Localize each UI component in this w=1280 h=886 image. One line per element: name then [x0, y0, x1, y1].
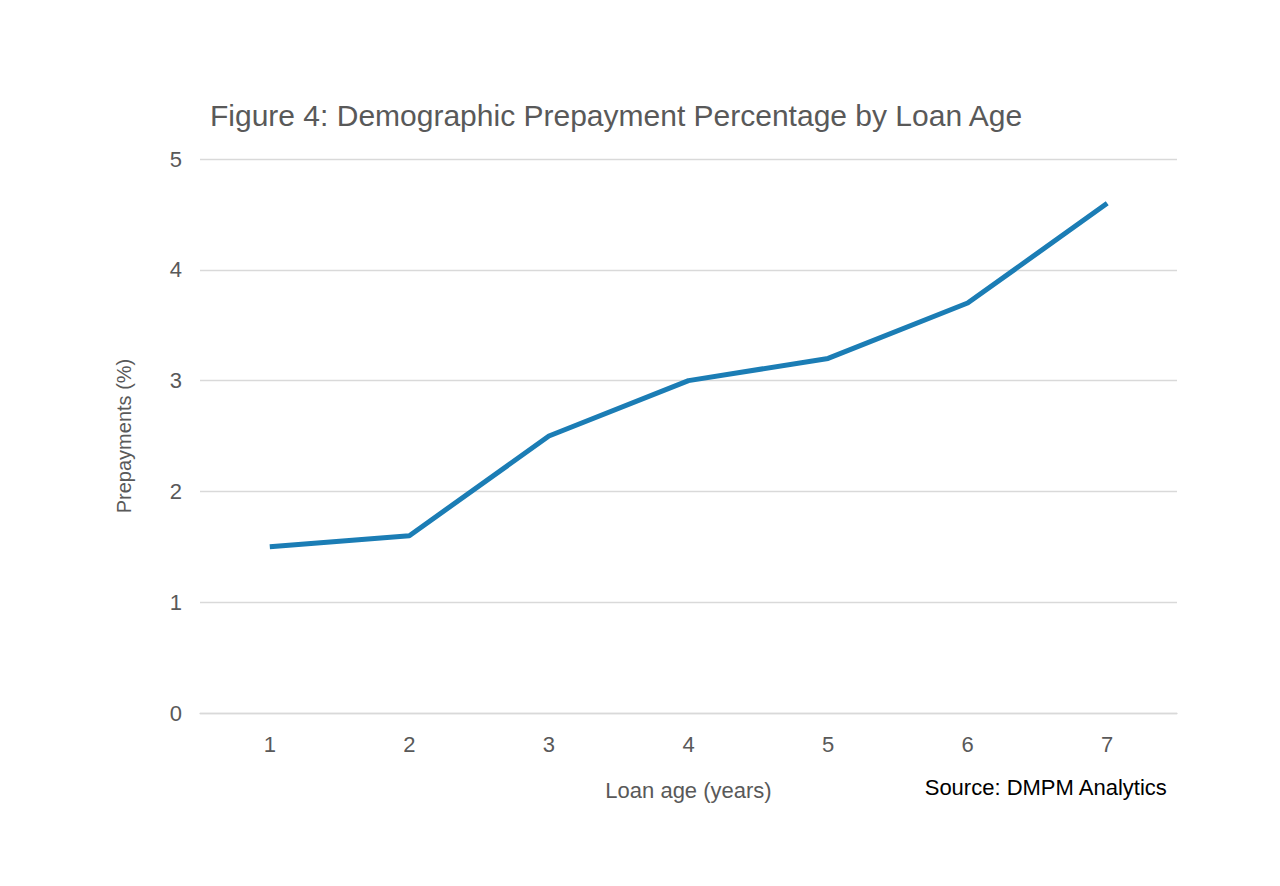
- svg-text:4: 4: [170, 257, 182, 282]
- svg-text:Loan age (years): Loan age (years): [605, 778, 771, 803]
- svg-text:0: 0: [170, 701, 182, 726]
- svg-text:2: 2: [170, 479, 182, 504]
- svg-text:5: 5: [822, 732, 834, 757]
- svg-text:3: 3: [170, 368, 182, 393]
- svg-text:Source: DMPM Analytics: Source: DMPM Analytics: [925, 775, 1167, 800]
- svg-text:4: 4: [682, 732, 694, 757]
- svg-text:1: 1: [170, 590, 182, 615]
- svg-text:5: 5: [170, 147, 182, 172]
- svg-text:2: 2: [403, 732, 415, 757]
- svg-text:7: 7: [1101, 732, 1113, 757]
- svg-text:Figure 4: Demographic Prepayme: Figure 4: Demographic Prepayment Percent…: [210, 99, 1022, 132]
- svg-text:Prepayments (%): Prepayments (%): [113, 359, 135, 514]
- svg-text:1: 1: [264, 732, 276, 757]
- svg-text:3: 3: [543, 732, 555, 757]
- svg-text:6: 6: [962, 732, 974, 757]
